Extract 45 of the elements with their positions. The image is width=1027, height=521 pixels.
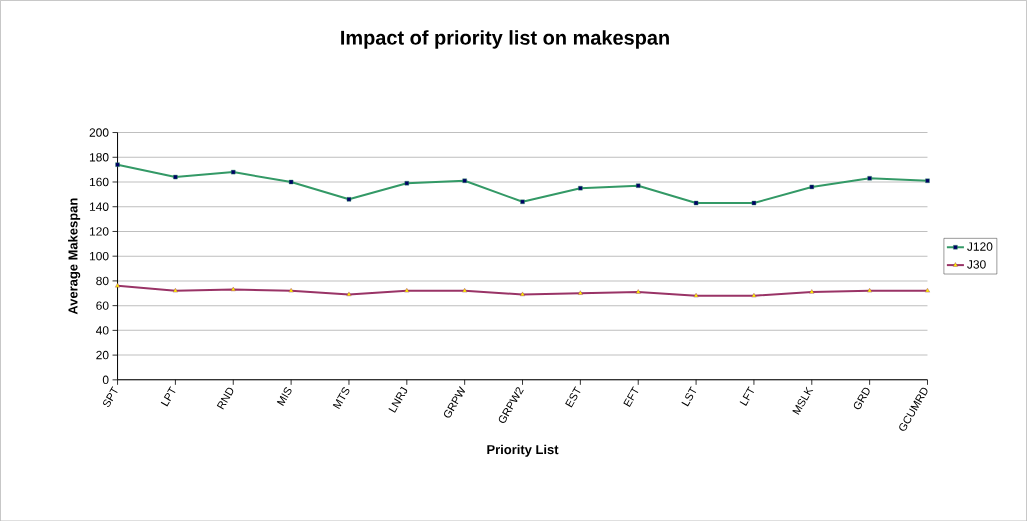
point [577,290,583,295]
point [288,287,294,293]
point [636,183,641,188]
y-axis-title: Average Makespan [68,198,81,315]
point [751,292,757,298]
y-tick-label: 100 [89,251,109,261]
x-axis-title: Priority List [487,444,559,457]
point [867,175,872,181]
point [115,162,120,167]
point [462,178,467,183]
point [867,287,873,293]
point [925,178,930,183]
y-tick-label: 160 [89,177,109,187]
point [693,292,699,298]
y-tick-label: 20 [96,350,109,360]
point [809,289,815,294]
point [173,174,178,180]
point [404,180,410,186]
point [635,289,641,294]
point [520,199,525,204]
point [172,287,178,293]
point [520,291,525,296]
y-tick-label: 0 [102,375,109,384]
point [404,287,410,293]
point [346,196,352,202]
y-tick-label: 40 [95,325,109,335]
y-tick-label: 80 [96,276,109,285]
point [751,200,757,206]
legend-label: J30 [967,260,986,269]
point [346,291,352,296]
point [288,179,294,185]
legend-label: J120 [967,242,993,251]
y-tick-label: 60 [96,301,109,310]
y-tick-label: 200 [89,128,109,137]
point [925,287,930,293]
y-tick-label: 140 [89,202,109,211]
chart-title: Impact of priority list on makespan [341,29,669,49]
y-tick-label: 180 [89,152,109,162]
point [809,184,814,189]
point [462,287,468,293]
point [231,169,236,175]
point [693,200,699,206]
point [230,286,236,291]
point [578,185,583,191]
y-tick-label: 120 [89,227,109,236]
